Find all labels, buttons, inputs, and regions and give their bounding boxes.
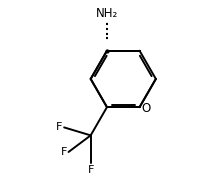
Text: F: F (88, 165, 94, 175)
Text: NH₂: NH₂ (96, 7, 118, 20)
Text: F: F (61, 147, 67, 157)
Text: F: F (56, 122, 63, 132)
Text: O: O (141, 102, 151, 115)
